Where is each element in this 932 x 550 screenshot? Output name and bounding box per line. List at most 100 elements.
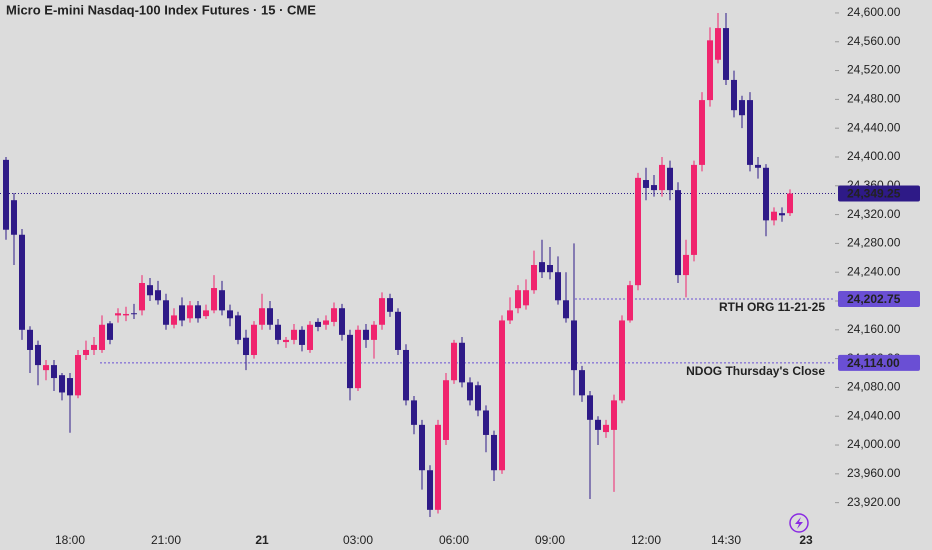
y-tick-label: 24,160.00: [847, 322, 901, 336]
candle-body: [83, 349, 89, 356]
x-tick-label: 12:00: [631, 533, 661, 547]
candle-body: [739, 100, 745, 116]
y-tick-label: 23,920.00: [847, 495, 901, 509]
candle-body: [667, 167, 673, 191]
plot-area: [0, 12, 835, 518]
y-tick-label: 24,440.00: [847, 120, 901, 134]
candle-body: [411, 400, 417, 425]
candle-body: [19, 234, 25, 330]
candle-body: [179, 305, 185, 321]
x-tick-label: 18:00: [55, 533, 85, 547]
candle-body: [211, 288, 217, 311]
y-tick-label: 24,280.00: [847, 236, 901, 250]
icon-bolt: [795, 517, 803, 529]
candle-body: [107, 323, 113, 340]
chart-title: Micro E-mini Nasdaq-100 Index Futures · …: [6, 2, 316, 17]
candle-body: [659, 164, 665, 191]
candle-body: [651, 185, 657, 191]
candle-body: [363, 329, 369, 340]
candle-body: [499, 320, 505, 471]
candle-body: [307, 324, 313, 350]
candle-body: [227, 310, 233, 319]
candle-body: [235, 315, 241, 340]
candle-body: [435, 424, 441, 510]
candle-body: [563, 300, 569, 319]
y-tick-label: 23,960.00: [847, 466, 901, 480]
candle-body: [203, 310, 209, 317]
candle-body: [195, 305, 201, 319]
lightning-icon[interactable]: [789, 513, 809, 533]
candle-body: [275, 324, 281, 340]
candle-body: [427, 470, 433, 510]
candle-body: [251, 324, 257, 356]
candle-body: [331, 308, 337, 322]
candle-body: [523, 290, 529, 306]
candle-body: [539, 262, 545, 273]
y-tick-label: 24,400.00: [847, 149, 901, 163]
candle-body: [459, 342, 465, 383]
candle-body: [347, 334, 353, 389]
y-tick-label: 24,040.00: [847, 408, 901, 422]
candle-body: [51, 365, 57, 379]
x-tick-label: 21:00: [151, 533, 181, 547]
y-tick-label: 24,560.00: [847, 34, 901, 48]
candle-body: [91, 344, 97, 350]
y-tick-label: 24,520.00: [847, 63, 901, 77]
candle-body: [787, 193, 793, 214]
candle-body: [571, 320, 577, 371]
candle-body: [139, 283, 145, 311]
candle-body: [315, 321, 321, 327]
candle-body: [291, 329, 297, 340]
candle-body: [59, 375, 65, 393]
candle-body: [147, 285, 153, 296]
x-tick-label: 03:00: [343, 533, 373, 547]
candle-body: [443, 380, 449, 440]
candle-body: [403, 349, 409, 401]
candle-body: [619, 320, 625, 401]
candle-body: [675, 190, 681, 276]
candle-body: [43, 365, 49, 371]
candle-body: [355, 329, 361, 389]
candle-body: [131, 313, 137, 315]
candle-body: [587, 395, 593, 420]
candle-body: [163, 300, 169, 325]
last-price-label: 24,349.25: [847, 187, 901, 201]
candle-body: [267, 308, 273, 325]
candle-body: [683, 254, 689, 276]
candle-body: [555, 272, 561, 301]
y-tick-label: 24,320.00: [847, 207, 901, 221]
candle-body: [3, 159, 9, 230]
level-price-label: 24,202.75: [847, 292, 901, 306]
y-tick-label: 24,080.00: [847, 380, 901, 394]
x-tick-label: 09:00: [535, 533, 565, 547]
candle-body: [67, 378, 73, 396]
candle-body: [579, 370, 585, 396]
candle-body: [491, 434, 497, 471]
candle-body: [27, 329, 33, 350]
candle-body: [611, 400, 617, 430]
candle-body: [771, 211, 777, 221]
x-tick-label: 06:00: [439, 533, 469, 547]
candle-body: [531, 265, 537, 291]
candle-body: [11, 200, 17, 235]
y-tick-label: 24,240.00: [847, 264, 901, 278]
candle-body: [99, 324, 105, 350]
y-tick-label: 24,000.00: [847, 437, 901, 451]
candle-body: [219, 290, 225, 311]
candle-body: [595, 419, 601, 430]
x-tick-label: 14:30: [711, 533, 741, 547]
candle-body: [747, 100, 753, 165]
level-price-box: [838, 354, 920, 371]
candle-body: [507, 310, 513, 321]
candle-body: [259, 308, 265, 325]
candle-body: [451, 342, 457, 381]
candle-body: [171, 315, 177, 325]
candle-body: [371, 324, 377, 340]
x-tick-label: 21: [255, 533, 269, 547]
last-price-box: [838, 185, 920, 202]
candle-body: [387, 298, 393, 312]
y-tick-label: 24,600.00: [847, 5, 901, 19]
candle-body: [467, 382, 473, 401]
